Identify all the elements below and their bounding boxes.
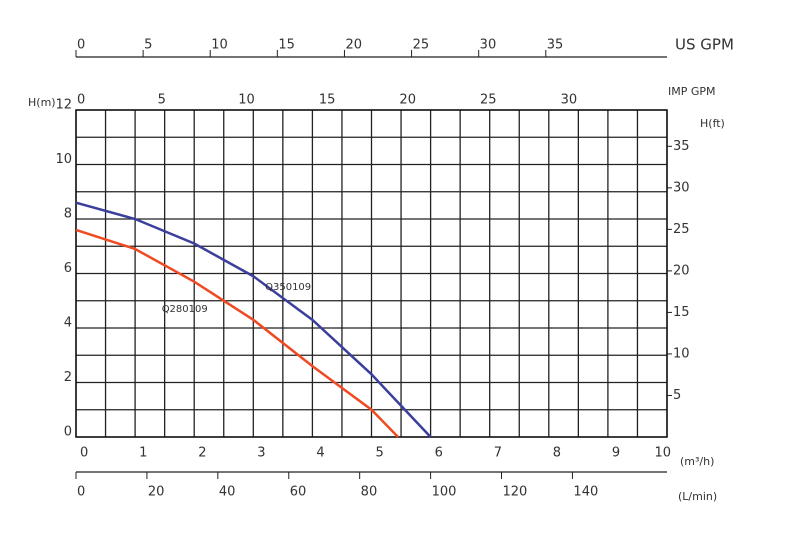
secondary-tick-label: 25 xyxy=(480,93,497,108)
x-tick-label: 8 xyxy=(553,446,561,461)
secondary-tick-label: 100 xyxy=(432,485,457,500)
secondary-tick-label: 5 xyxy=(144,38,152,53)
secondary-tick-label: 30 xyxy=(480,38,497,53)
curve xyxy=(75,201,432,438)
y-tick-label: 4 xyxy=(64,316,72,331)
secondary-tick-label: 15 xyxy=(319,93,336,108)
secondary-tick-label: 25 xyxy=(413,38,430,53)
y2-tick-label: 35 xyxy=(673,139,690,154)
x-tick-label: 10 xyxy=(654,446,671,461)
x-tick-label: 5 xyxy=(376,446,384,461)
y2-tick-label: 20 xyxy=(673,263,690,278)
secondary-tick-label: 10 xyxy=(238,93,255,108)
secondary-tick-label: 15 xyxy=(278,38,295,53)
secondary-axis-label: US GPM xyxy=(675,36,734,54)
secondary-tick-label: 120 xyxy=(503,485,528,500)
curve-label: Q350109 xyxy=(265,282,311,293)
y-tick-label: 2 xyxy=(64,370,72,385)
curve xyxy=(75,228,399,438)
secondary-tick-label: 0 xyxy=(77,38,85,53)
secondary-tick-label: 20 xyxy=(399,93,416,108)
secondary-axis-label: (L/min) xyxy=(678,490,717,503)
y-tick-label: 0 xyxy=(64,425,72,440)
x-tick-label: 9 xyxy=(612,446,620,461)
y2-tick-label: 10 xyxy=(673,346,690,361)
y-tick-label: 10 xyxy=(55,152,72,167)
y2-tick-label: 25 xyxy=(673,222,690,237)
y-tick-label: 8 xyxy=(64,207,72,222)
x-axis-label: (m³/h) xyxy=(680,455,714,468)
secondary-tick-label: 60 xyxy=(290,485,307,500)
x-tick-label: 3 xyxy=(257,446,265,461)
x-tick-label: 6 xyxy=(435,446,443,461)
secondary-tick-label: 40 xyxy=(219,485,236,500)
secondary-tick-label: 80 xyxy=(361,485,378,500)
curve-label: Q280109 xyxy=(162,304,208,315)
y2-tick-label: 30 xyxy=(673,180,690,195)
secondary-tick-label: 140 xyxy=(573,485,598,500)
secondary-tick-label: 20 xyxy=(345,38,362,53)
secondary-tick-label: 35 xyxy=(547,38,564,53)
x-tick-label: 2 xyxy=(198,446,206,461)
secondary-tick-label: 5 xyxy=(158,93,166,108)
y-tick-label: 6 xyxy=(64,261,72,276)
y2-tick-label: 5 xyxy=(673,388,681,403)
x-tick-label: 0 xyxy=(80,446,88,461)
x-tick-label: 7 xyxy=(494,446,502,461)
secondary-tick-label: 0 xyxy=(77,485,85,500)
x-tick-label: 1 xyxy=(139,446,147,461)
secondary-axis-label: IMP GPM xyxy=(668,85,716,98)
y-axis-label: H(m) xyxy=(28,96,56,109)
secondary-tick-label: 0 xyxy=(77,93,85,108)
y2-tick-label: 15 xyxy=(673,305,690,320)
x-tick-label: 4 xyxy=(316,446,324,461)
y-tick-label: 12 xyxy=(55,98,72,113)
y2-axis-label: H(ft) xyxy=(700,117,725,130)
secondary-tick-label: 30 xyxy=(561,93,578,108)
secondary-tick-label: 10 xyxy=(211,38,228,53)
secondary-tick-label: 20 xyxy=(148,485,165,500)
plot-frame xyxy=(75,109,668,438)
